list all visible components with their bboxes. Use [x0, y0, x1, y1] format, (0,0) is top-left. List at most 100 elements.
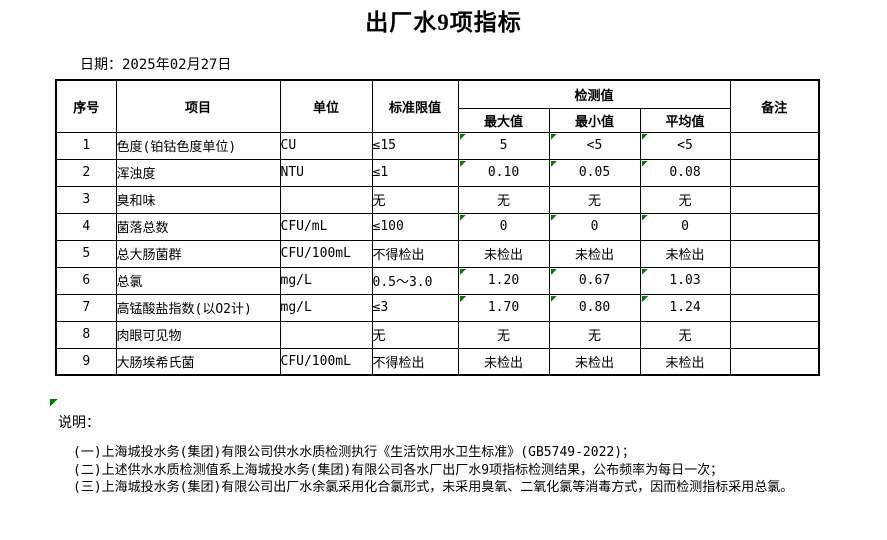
header-limit: 标准限值 [371, 79, 459, 133]
standard-limit-cell: 0.5～3.0 [371, 266, 459, 295]
remark-cell [729, 239, 820, 268]
remark-cell [729, 320, 820, 349]
min-value-cell: 0.05 [548, 158, 641, 187]
max-value-cell: 5 [457, 131, 550, 160]
avg-value-cell: 无 [639, 185, 731, 214]
table-row: 1 色度(铂钴色度单位) CU ≤15 5 <5 <5 [55, 131, 820, 160]
table-row: 3 臭和味无无无无 [55, 185, 820, 214]
unit-cell: CU [279, 131, 373, 160]
min-value-cell: 未检出 [548, 347, 641, 376]
unit-cell [279, 185, 373, 214]
avg-value-cell: <5 [639, 131, 731, 160]
max-value-cell: 0.10 [457, 158, 550, 187]
min-value-cell: 0.80 [548, 293, 641, 322]
cell-flag-icon [459, 295, 466, 302]
unit-cell: CFU/100mL [279, 239, 373, 268]
item-name-cell: 总大肠菌群 [115, 239, 281, 268]
standard-limit-cell: 无 [371, 185, 459, 214]
remark-cell [729, 293, 820, 322]
row-index-cell: 4 [55, 212, 117, 241]
date-line: 日期：2025年02月27日 [80, 54, 231, 74]
standard-limit-cell: ≤15 [371, 131, 459, 160]
cell-flag-icon [641, 133, 648, 140]
unit-cell: mg/L [279, 293, 373, 322]
remark-cell [729, 212, 820, 241]
notes-list: (一)上海城投水务(集团)有限公司供水水质检测执行《生活饮用水卫生标准》(GB5… [73, 444, 793, 497]
note-line: (二)上述供水水质检测值系上海城投水务(集团)有限公司各水厂出厂水9项指标检测结… [73, 462, 724, 478]
min-value-cell: 无 [548, 320, 641, 349]
remark-cell [729, 347, 820, 376]
cell-flag-icon [459, 214, 466, 221]
table-row: 5 总大肠菌群 CFU/100mL 不得检出 未检出 未检出 未检出 [55, 239, 820, 268]
row-index-cell: 5 [55, 239, 117, 268]
cell-flag-icon [550, 295, 557, 302]
header-avg: 平均值 [639, 107, 731, 133]
header-no: 序号 [55, 79, 117, 133]
min-value-cell: <5 [548, 131, 641, 160]
water-quality-table: 序号 项目 单位 标准限值 检测值 备注 最大值 最小值 平均值 1 色度(铂钴色… [55, 79, 820, 376]
notes-label: 说明： [58, 415, 100, 431]
item-name-cell: 浑浊度 [115, 158, 281, 187]
standard-limit-cell: 无 [371, 320, 459, 349]
note-line: (一)上海城投水务(集团)有限公司供水水质检测执行《生活饮用水卫生标准》(GB5… [73, 445, 636, 460]
cell-flag-icon [550, 133, 557, 140]
row-index-cell: 3 [55, 185, 117, 214]
avg-value-cell: 无 [639, 320, 731, 349]
item-name-cell: 总氯 [115, 266, 281, 295]
standard-limit-cell: ≤100 [371, 212, 459, 241]
max-value-cell: 未检出 [457, 239, 550, 268]
standard-limit-cell: ≤1 [371, 158, 459, 187]
max-value-cell: 0 [457, 212, 550, 241]
standard-limit-cell: 不得检出 [371, 239, 459, 268]
table-row: 8 肉眼可见物无无无无 [55, 320, 820, 349]
cell-flag-icon [641, 295, 648, 302]
item-name-cell: 高锰酸盐指数(以O2计) [115, 293, 281, 322]
header-item: 项目 [115, 79, 281, 133]
table-row: 7 高锰酸盐指数(以O2计) mg/L ≤3 1.70 0.80 1.24 [55, 293, 820, 322]
item-name-cell: 菌落总数 [115, 212, 281, 241]
cell-flag-icon [550, 268, 557, 275]
avg-value-cell: 1.03 [639, 266, 731, 295]
row-index-cell: 9 [55, 347, 117, 376]
cell-flag-icon [550, 214, 557, 221]
cell-flag-icon [459, 268, 466, 275]
standard-limit-cell: 不得检出 [371, 347, 459, 376]
table-body: 1 色度(铂钴色度单位) CU ≤15 5 <5 <5 2 浑浊度 NTU ≤1 0.10 0.05 0.… [55, 131, 820, 376]
unit-cell [279, 320, 373, 349]
min-value-cell: 未检出 [548, 239, 641, 268]
cell-flag-icon [641, 214, 648, 221]
green-flag-icon [50, 399, 58, 407]
row-index-cell: 7 [55, 293, 117, 322]
item-name-cell: 肉眼可见物 [115, 320, 281, 349]
standard-limit-cell: ≤3 [371, 293, 459, 322]
min-value-cell: 0 [548, 212, 641, 241]
min-value-cell: 无 [548, 185, 641, 214]
table-row: 9 大肠埃希氏菌 CFU/100mL 不得检出 未检出 未检出 未检出 [55, 347, 820, 376]
row-index-cell: 1 [55, 131, 117, 160]
remark-cell [729, 266, 820, 295]
cell-flag-icon [641, 268, 648, 275]
max-value-cell: 1.20 [457, 266, 550, 295]
max-value-cell: 1.70 [457, 293, 550, 322]
note-line: (三)上海城投水务(集团)有限公司出厂水余氯采用化合氯形式，未采用臭氧、二氧化氯… [73, 480, 794, 495]
max-value-cell: 未检出 [457, 347, 550, 376]
unit-cell: CFU/100mL [279, 347, 373, 376]
unit-cell: mg/L [279, 266, 373, 295]
header-min: 最小值 [548, 107, 641, 133]
date-label: 日期： [80, 57, 122, 73]
max-value-cell: 无 [457, 185, 550, 214]
avg-value-cell: 未检出 [639, 347, 731, 376]
header-detection: 检测值 [457, 79, 731, 109]
min-value-cell: 0.67 [548, 266, 641, 295]
header-remark: 备注 [729, 79, 820, 133]
max-value-cell: 无 [457, 320, 550, 349]
remark-cell [729, 131, 820, 160]
table-row: 4 菌落总数 CFU/mL ≤100 0 0 0 [55, 212, 820, 241]
header-max: 最大值 [457, 107, 550, 133]
table-row: 6 总氯 mg/L 0.5～3.0 1.20 0.67 1.03 [55, 266, 820, 295]
avg-value-cell: 1.24 [639, 293, 731, 322]
avg-value-cell: 未检出 [639, 239, 731, 268]
cell-flag-icon [550, 160, 557, 167]
item-name-cell: 臭和味 [115, 185, 281, 214]
